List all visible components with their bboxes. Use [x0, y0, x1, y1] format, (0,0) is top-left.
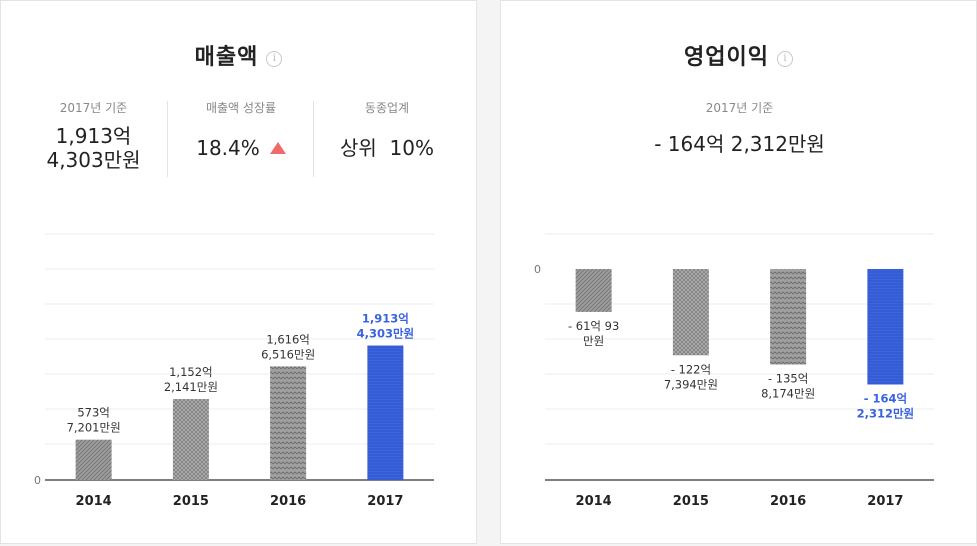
stat-label: 2017년 기준: [59, 101, 128, 115]
revenue-title: 매출액 i: [1, 39, 476, 71]
revenue-card: 매출액 i 2017년 기준 1,913억 4,303만원 매출액 성장률 18.…: [0, 0, 477, 544]
bar: [867, 269, 904, 385]
x-tick-label: 2016: [270, 494, 306, 509]
data-label: 만원: [583, 334, 604, 348]
stat-value: 18.4%: [171, 136, 311, 160]
info-icon[interactable]: i: [266, 51, 283, 67]
data-label: 6,516만원: [261, 347, 315, 361]
x-tick-label: 2015: [673, 494, 709, 509]
x-tick-label: 2017: [867, 494, 903, 509]
data-label: 573억: [77, 406, 110, 420]
bar: [575, 269, 612, 312]
up-triangle-icon: [269, 142, 286, 154]
data-label: 1,616억: [266, 332, 310, 346]
data-label: 1,913억: [362, 312, 409, 326]
stat-value: - 164억 2,312만원: [654, 132, 825, 156]
bar: [172, 399, 209, 480]
data-label: 2,312만원: [857, 407, 915, 421]
x-tick-label: 2014: [576, 494, 612, 509]
stat-value-line-1: 1,913억: [55, 124, 132, 148]
data-label: - 61억 93: [568, 319, 619, 333]
stat-divider: [167, 101, 168, 177]
data-label: 7,201만원: [67, 421, 121, 435]
stat-divider: [313, 101, 314, 177]
profit-stat: 2017년 기준 - 164억 2,312만원: [501, 99, 977, 156]
x-tick-label: 2016: [770, 494, 806, 509]
bar: [367, 345, 404, 480]
data-label: - 122억: [671, 362, 711, 376]
data-label: 4,303만원: [357, 327, 415, 341]
data-label: 8,174만원: [761, 387, 815, 401]
data-label: 7,394만원: [664, 377, 718, 391]
x-tick-label: 2017: [367, 494, 403, 509]
profit-card: 영업이익 i 2017년 기준 - 164억 2,312만원 0 - 61억 93 만…: [500, 0, 977, 544]
info-icon[interactable]: i: [776, 51, 793, 67]
stat-value: 상위 10%: [340, 136, 434, 160]
bar: [270, 366, 307, 480]
bar: [770, 269, 807, 365]
x-tick-label: 2015: [173, 494, 209, 509]
stat-label: 동종업계: [364, 101, 410, 115]
bar: [672, 269, 709, 356]
revenue-stat-industry: 동종업계 상위 10%: [317, 99, 457, 160]
y-tick-label: 0: [534, 263, 541, 276]
revenue-stat-base: 2017년 기준 1,913억 4,303만원: [31, 99, 156, 172]
stat-value-line-2: 4,303만원: [46, 148, 141, 172]
data-label: - 135억: [768, 372, 808, 386]
bar: [75, 439, 112, 480]
x-tick-label: 2014: [76, 494, 112, 509]
growth-value: 18.4%: [196, 136, 260, 160]
revenue-stat-growth: 매출액 성장률 18.4%: [171, 99, 311, 160]
data-label: 1,152억: [169, 365, 213, 379]
profit-title: 영업이익 i: [501, 39, 976, 71]
stat-label: 2017년 기준: [705, 101, 774, 115]
stat-label: 매출액 성장률: [205, 101, 277, 115]
y-tick-label: 0: [34, 474, 41, 487]
data-label: - 164억: [864, 392, 907, 406]
data-label: 2,141만원: [164, 380, 218, 394]
